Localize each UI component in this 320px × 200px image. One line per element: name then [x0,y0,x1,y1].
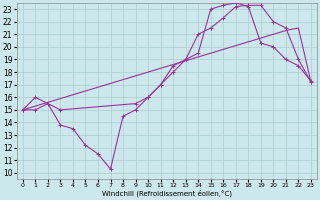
X-axis label: Windchill (Refroidissement éolien,°C): Windchill (Refroidissement éolien,°C) [102,190,232,197]
